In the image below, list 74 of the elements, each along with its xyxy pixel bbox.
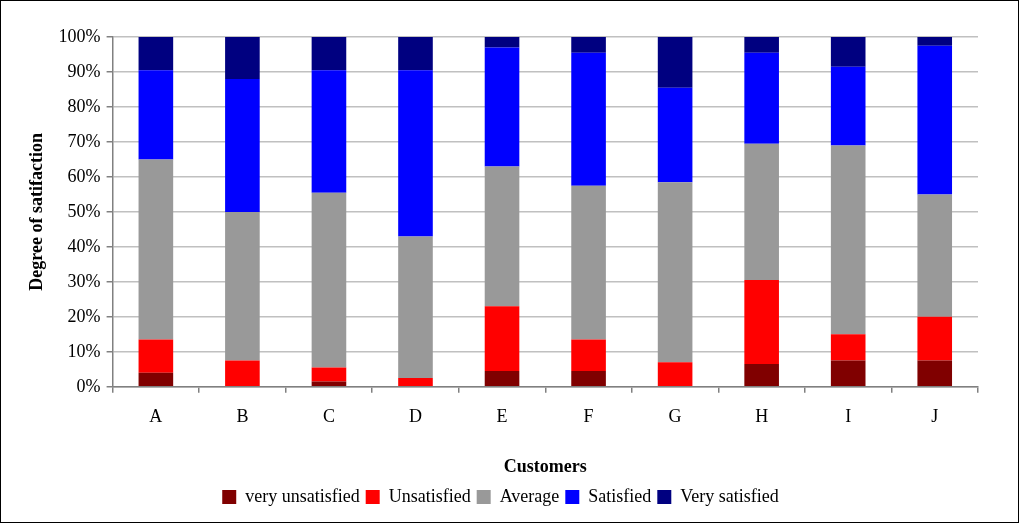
bar [225,211,260,361]
bar [311,367,347,382]
y-tick-label: 80% [67,95,101,116]
bar [398,70,433,237]
bar [917,194,953,317]
bar [830,334,866,361]
bar [484,47,520,167]
bar [138,70,174,160]
y-tick-label: 50% [67,200,101,221]
bar [744,37,779,53]
x-tick-label: E [496,406,508,427]
legend-label: Unsatisfied [388,485,471,506]
bar [225,78,260,212]
bar [398,236,433,379]
x-axis-title: Customers [503,455,587,476]
bar [484,37,520,48]
bar [657,87,693,183]
bar [225,360,260,387]
bar [917,45,953,195]
x-tick-label: J [931,406,939,427]
bar [830,360,866,387]
legend-label: Very satisfied [680,485,779,506]
bar [484,371,520,387]
bar [917,360,953,387]
x-tick-label: A [149,406,163,427]
bar [571,37,606,53]
bar [744,52,779,144]
legend-label: Satisfied [588,485,652,506]
y-axis-title: Degree of satifaction [26,133,47,291]
bar [657,182,693,363]
bar [484,166,520,307]
y-tick-label: 100% [58,25,101,46]
bar [571,371,606,387]
bar [744,364,779,387]
bar [917,316,953,361]
bar [657,37,693,88]
y-tick-label: 30% [67,270,101,291]
bar [311,70,347,193]
legend-label: very unsatisfied [245,485,360,506]
y-tick-label: 20% [67,305,101,326]
y-tick-label: 70% [67,130,101,151]
bar [225,37,260,79]
legend-label: Average [499,485,560,506]
bar [744,143,779,281]
y-tick-label: 60% [67,165,101,186]
x-tick-label: I [845,406,852,427]
x-tick-label: G [668,406,682,427]
bar [138,159,174,340]
x-tick-label: B [236,406,249,427]
bar [138,339,174,373]
bar [830,37,866,67]
x-tick-label: D [408,406,422,427]
bar [571,339,606,372]
bar [830,145,866,335]
x-tick-label: F [583,406,594,427]
y-tick-label: 10% [67,340,101,361]
bar [744,280,779,365]
bar [484,306,520,372]
bar [398,37,433,71]
x-tick-label: C [322,406,335,427]
bar [571,52,606,186]
bar [571,185,606,340]
y-tick-label: 0% [76,375,101,396]
x-tick-label: H [755,406,769,427]
y-tick-label: 40% [67,235,101,256]
bar [830,66,866,146]
bar [917,37,953,46]
bar [657,362,693,387]
y-tick-label: 90% [67,60,101,81]
bar [311,37,347,71]
bar [138,37,174,71]
bar [311,192,347,368]
bar [398,378,433,387]
bar [138,372,174,387]
